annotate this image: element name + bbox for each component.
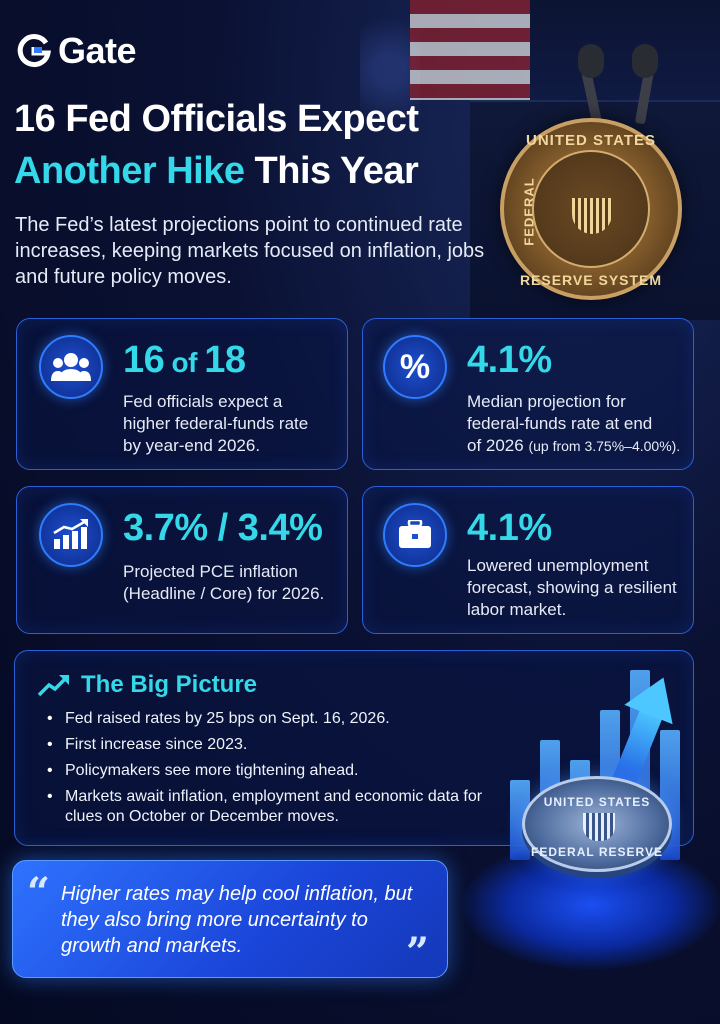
quote-text: Higher rates may help cool inflation, bu…	[61, 883, 413, 957]
coin-bottom-text: FEDERAL RESERVE	[531, 845, 663, 859]
speaker-silhouette	[530, 0, 720, 110]
fed-coin: UNITED STATES FEDERAL RESERVE	[522, 776, 672, 872]
federal-reserve-seal: UNITED STATES FEDERAL RESERVE SYSTEM	[500, 118, 682, 300]
seal-bottom-text: RESERVE SYSTEM	[519, 272, 663, 288]
percent-icon: %	[383, 335, 447, 399]
quote-open-icon: “	[27, 869, 51, 916]
us-flag-image	[410, 0, 530, 100]
stat-desc-unemployment: Lowered unemployment forecast, showing a…	[467, 556, 677, 619]
headline-accent: Another Hike	[14, 150, 245, 192]
seal-top-text: UNITED STATES	[526, 132, 656, 149]
stat-card-rate: % 4.1% Median projection for federal-fun…	[362, 318, 694, 470]
stat-card-inflation: 3.7% / 3.4% Projected PCE inflation (Hea…	[16, 486, 348, 634]
stat-value-inflation: 3.7% / 3.4%	[123, 507, 323, 549]
quote-box: “ Higher rates may help cool inflation, …	[12, 860, 448, 978]
eagle-shield-icon	[572, 198, 612, 234]
stat-value-officials: 16 of 18	[123, 339, 246, 381]
quote-close-icon: ”	[405, 929, 429, 976]
trend-arrow-icon	[37, 675, 69, 697]
big-picture-list: Fed raised rates by 25 bps on Sept. 16, …	[47, 709, 517, 833]
stat-card-unemployment: 4.1% Lowered unemployment forecast, show…	[362, 486, 694, 634]
list-item: Markets await inflation, employment and …	[47, 787, 517, 827]
stat-desc-rate: Median projection for federal-funds rate…	[467, 392, 681, 455]
seal-center	[532, 150, 650, 268]
chart-up-icon	[39, 503, 103, 567]
list-item: Policymakers see more tightening ahead.	[47, 761, 517, 781]
coin-eagle-icon	[583, 813, 615, 841]
headline-rest: This Year	[244, 150, 419, 192]
list-item: Fed raised rates by 25 bps on Sept. 16, …	[47, 709, 517, 729]
list-item: First increase since 2023.	[47, 735, 517, 755]
gate-logo-icon	[17, 34, 51, 68]
headline-line-2: Another Hike This Year	[14, 150, 419, 193]
gate-logo: Gate	[16, 30, 137, 72]
logo-text: Gate	[58, 30, 137, 71]
microphone-right-head	[632, 44, 658, 78]
stat-value-unemployment: 4.1%	[467, 507, 552, 549]
briefcase-icon	[383, 503, 447, 567]
coin-top-text: UNITED STATES	[543, 795, 651, 809]
stat-desc-officials: Fed officials expect a higher federal-fu…	[123, 392, 309, 455]
microphone-left-head	[578, 44, 604, 78]
stat-value-rate: 4.1%	[467, 339, 552, 381]
people-icon	[39, 335, 103, 399]
headline-line-1: 16 Fed Officials Expect	[14, 98, 419, 140]
stat-card-officials: 16 of 18 Fed officials expect a higher f…	[16, 318, 348, 470]
big-picture-title: The Big Picture	[81, 671, 258, 698]
subtitle: The Fed’s latest projections point to co…	[15, 214, 485, 288]
stat-desc-inflation: Projected PCE inflation (Headline / Core…	[123, 562, 325, 603]
